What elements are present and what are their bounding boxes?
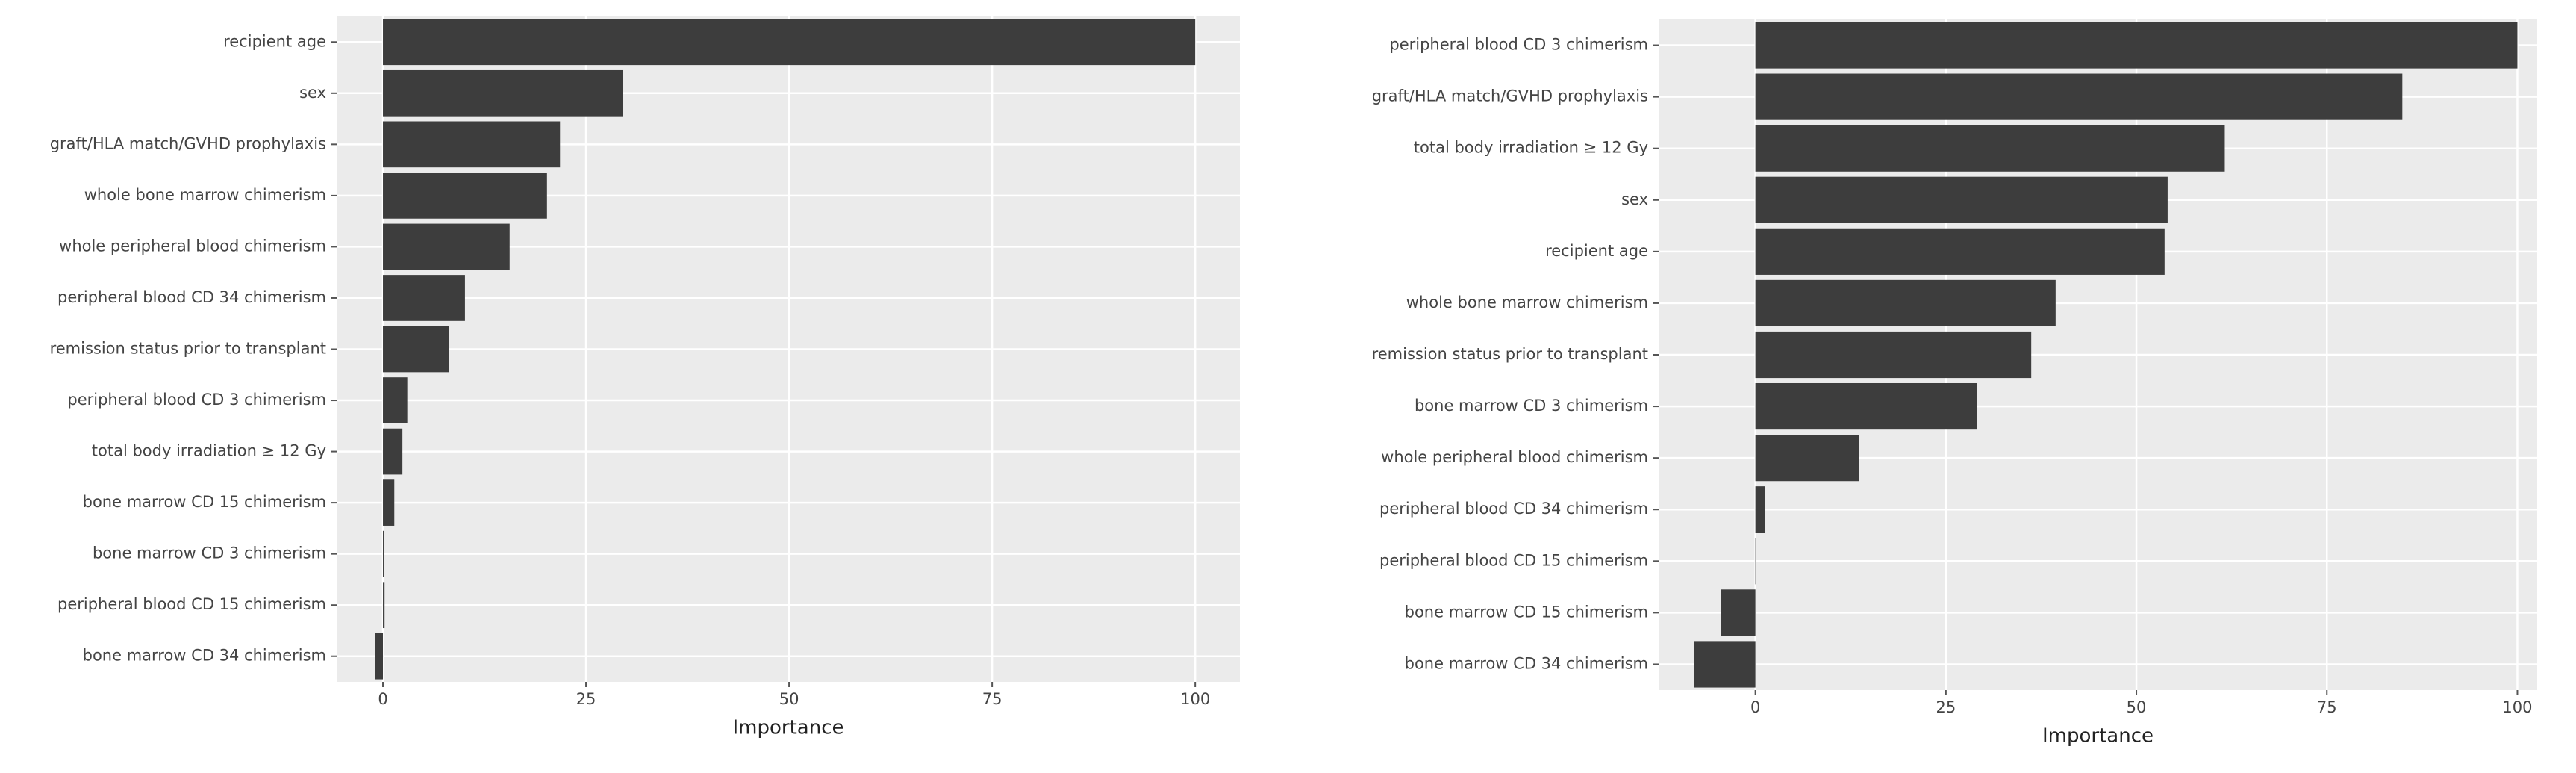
bar bbox=[383, 19, 1196, 66]
bar bbox=[383, 275, 465, 321]
y-tick-label: total body irradiation ≥ 12 Gy bbox=[92, 442, 326, 460]
bar bbox=[1755, 382, 1977, 430]
x-tick-label: 0 bbox=[378, 690, 387, 708]
x-tick-label: 0 bbox=[1750, 698, 1760, 716]
bar bbox=[1755, 73, 2403, 120]
y-tick-label: whole bone marrow chimerism bbox=[1406, 294, 1648, 311]
y-tick-label: total body irradiation ≥ 12 Gy bbox=[1414, 139, 1648, 157]
x-tick-label: 75 bbox=[982, 690, 1002, 708]
y-tick-label: peripheral blood CD 34 chimerism bbox=[1379, 500, 1648, 518]
bar bbox=[1755, 176, 2168, 223]
bar bbox=[1755, 22, 2518, 69]
bar bbox=[1755, 435, 1859, 482]
y-tick-label: sex bbox=[1621, 190, 1648, 208]
bar bbox=[383, 69, 623, 117]
y-tick-label: bone marrow CD 3 chimerism bbox=[93, 544, 326, 562]
y-tick-label: whole peripheral blood chimerism bbox=[1381, 448, 1648, 466]
x-axis-title: Importance bbox=[733, 717, 844, 739]
bar bbox=[383, 582, 385, 629]
bar bbox=[1755, 228, 2165, 275]
y-tick-label: graft/HLA match/GVHD prophylaxis bbox=[50, 134, 326, 152]
bar bbox=[1694, 641, 1756, 688]
y-tick-label: bone marrow CD 34 chimerism bbox=[1405, 654, 1648, 672]
x-tick-label: 50 bbox=[779, 690, 799, 708]
y-tick-label: recipient age bbox=[223, 32, 326, 50]
bar bbox=[383, 479, 395, 526]
bar bbox=[1755, 279, 2056, 327]
y-tick-label: peripheral blood CD 3 chimerism bbox=[67, 391, 326, 409]
y-tick-label: remission status prior to transplant bbox=[1372, 345, 1648, 363]
bar bbox=[383, 377, 408, 423]
bar bbox=[383, 223, 510, 270]
y-tick-label: peripheral blood CD 15 chimerism bbox=[1379, 551, 1648, 569]
x-tick-label: 50 bbox=[2127, 698, 2147, 716]
x-tick-label: 100 bbox=[2502, 698, 2532, 716]
bar bbox=[383, 121, 561, 168]
y-tick-label: whole peripheral blood chimerism bbox=[59, 237, 326, 255]
y-tick-label: bone marrow CD 15 chimerism bbox=[83, 493, 326, 511]
y-tick-label: bone marrow CD 3 chimerism bbox=[1415, 397, 1648, 415]
y-tick-label: sex bbox=[299, 84, 326, 102]
bar bbox=[375, 633, 384, 680]
bar bbox=[1755, 331, 2032, 379]
y-tick-label: remission status prior to transplant bbox=[50, 340, 326, 358]
x-axis-title: Importance bbox=[2042, 725, 2154, 748]
bar bbox=[383, 530, 384, 577]
y-tick-label: bone marrow CD 15 chimerism bbox=[1405, 603, 1648, 621]
bar bbox=[383, 173, 547, 219]
bar bbox=[1755, 125, 2225, 172]
y-tick-label: peripheral blood CD 34 chimerism bbox=[57, 288, 326, 306]
y-tick-label: peripheral blood CD 3 chimerism bbox=[1389, 36, 1648, 54]
bar bbox=[383, 326, 449, 373]
x-tick-label: 75 bbox=[2317, 698, 2337, 716]
y-tick-label: graft/HLA match/GVHD prophylaxis bbox=[1372, 87, 1648, 105]
y-tick-label: whole bone marrow chimerism bbox=[84, 186, 326, 204]
y-tick-label: recipient age bbox=[1545, 242, 1648, 260]
bar bbox=[1721, 589, 1756, 636]
bar bbox=[383, 428, 403, 475]
x-tick-label: 25 bbox=[1936, 698, 1956, 716]
x-tick-label: 25 bbox=[576, 690, 596, 708]
bar bbox=[1755, 486, 1765, 533]
y-tick-label: bone marrow CD 34 chimerism bbox=[83, 647, 326, 665]
x-tick-label: 100 bbox=[1180, 690, 1210, 708]
y-tick-label: peripheral blood CD 15 chimerism bbox=[57, 595, 326, 613]
